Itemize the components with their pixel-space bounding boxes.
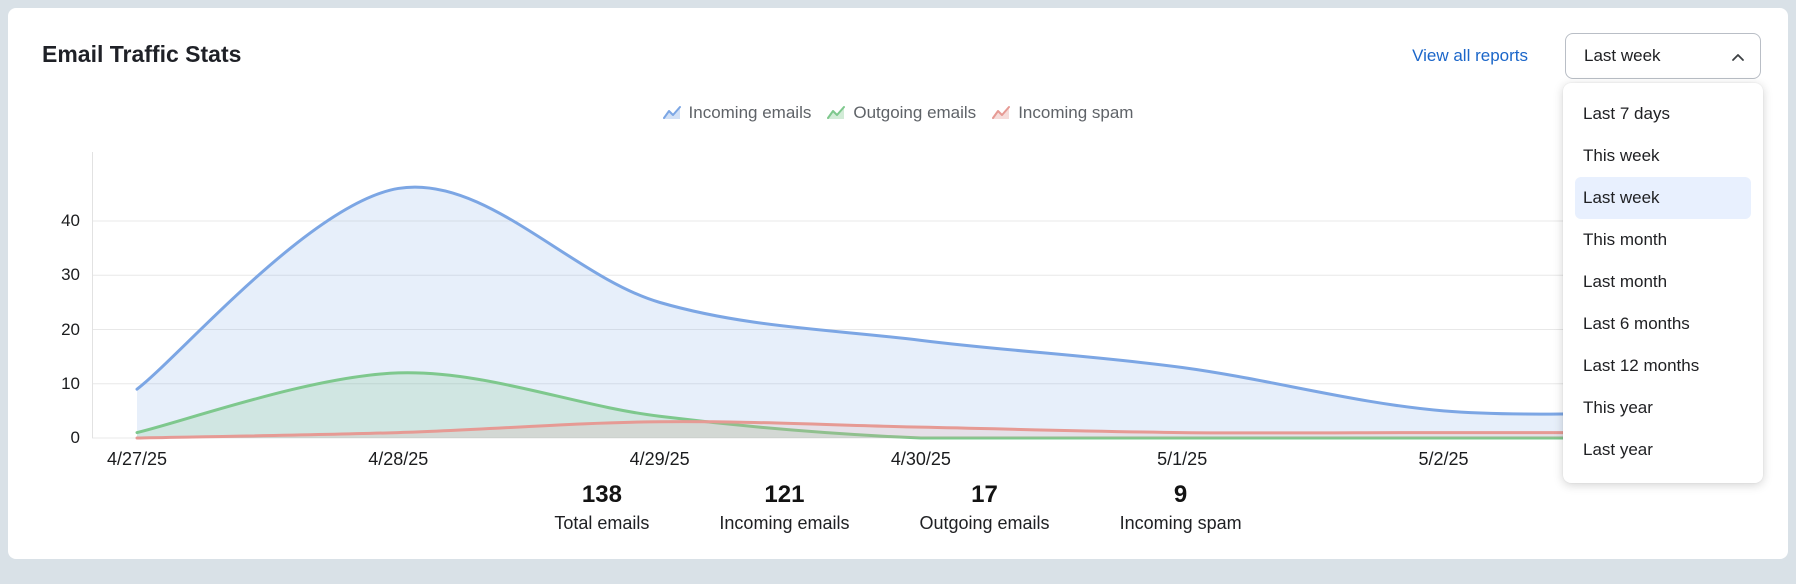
menu-item-selected[interactable]: Last week bbox=[1575, 177, 1751, 219]
legend-item-label: Outgoing emails bbox=[853, 103, 977, 122]
page-title: Email Traffic Stats bbox=[42, 41, 242, 67]
legend-item[interactable]: Incoming spam bbox=[992, 100, 1133, 126]
stat-block: 121 Incoming emails bbox=[719, 480, 849, 536]
stat-label: Total emails bbox=[554, 513, 650, 533]
menu-item-label: Last 7 days bbox=[1583, 104, 1670, 123]
menu-item-label: Last month bbox=[1583, 272, 1668, 291]
menu-item-label: Last 12 months bbox=[1583, 356, 1700, 375]
stat-value: 17 bbox=[971, 481, 998, 508]
stat-label: Incoming spam bbox=[1119, 513, 1242, 533]
x-axis-label: 4/29/25 bbox=[629, 449, 690, 469]
stat-value: 121 bbox=[764, 481, 805, 508]
stat-value: 138 bbox=[581, 481, 622, 508]
y-axis-tick: 40 bbox=[61, 211, 80, 230]
sparkline-icon bbox=[992, 106, 1011, 119]
menu-item[interactable]: Last 12 months bbox=[1563, 345, 1763, 387]
chart-area: 0 10 20 30 40 4/27/25 4/28/25 4/29/25 4/30/25 5/1… bbox=[8, 8, 1788, 559]
menu-item-label: This year bbox=[1583, 398, 1653, 417]
stat-block: 138 Total emails bbox=[554, 480, 649, 536]
stat-label: Incoming emails bbox=[719, 513, 850, 533]
menu-item[interactable]: Last month bbox=[1563, 261, 1763, 303]
y-axis-tick: 20 bbox=[61, 319, 80, 339]
menu-item-label: Last 6 months bbox=[1583, 314, 1690, 333]
series-incoming-spam-line bbox=[135, 420, 1707, 440]
period-select-button[interactable]: Last week bbox=[1565, 33, 1761, 79]
x-axis-label: 4/30/25 bbox=[890, 449, 951, 469]
chevron-up-icon bbox=[1730, 50, 1746, 71]
menu-item[interactable]: Last 7 days bbox=[1563, 93, 1763, 135]
legend-item[interactable]: Incoming emails bbox=[662, 100, 812, 126]
menu-item[interactable]: Last 6 months bbox=[1563, 303, 1763, 345]
x-axis-label: 4/27/25 bbox=[106, 449, 168, 469]
menu-item-label: This month bbox=[1583, 230, 1668, 249]
menu-item[interactable]: This year bbox=[1563, 387, 1763, 429]
series-incoming-emails-area bbox=[137, 187, 1705, 438]
x-axis-label: 5/1/25 bbox=[1157, 449, 1208, 469]
period-select-value: Last week bbox=[1584, 46, 1661, 65]
x-axis-label: 5/2/25 bbox=[1418, 449, 1469, 469]
series-outgoing-emails-line bbox=[135, 371, 1707, 440]
email-traffic-stats-card: Email Traffic Stats View all reports Las… bbox=[8, 8, 1788, 559]
y-axis-tick: 30 bbox=[61, 265, 80, 285]
stat-block: 17 Outgoing emails bbox=[919, 480, 1049, 536]
y-axis-tick: 10 bbox=[61, 373, 80, 393]
sparkline-icon bbox=[827, 106, 846, 119]
y-axis-tick: 0 bbox=[70, 428, 80, 447]
legend-item-label: Incoming emails bbox=[688, 103, 812, 122]
menu-item[interactable]: This week bbox=[1563, 135, 1763, 177]
view-all-reports-link[interactable]: View all reports bbox=[1412, 46, 1528, 65]
menu-item[interactable]: Last year bbox=[1563, 429, 1763, 471]
menu-item-label: Last week bbox=[1583, 188, 1660, 207]
stat-value: 9 bbox=[1173, 481, 1188, 508]
x-axis-label: 4/28/25 bbox=[368, 449, 429, 469]
menu-item-label: Last year bbox=[1583, 440, 1653, 459]
sparkline-icon bbox=[662, 106, 681, 119]
series-incoming-emails-line bbox=[135, 185, 1707, 416]
legend-item-label: Incoming spam bbox=[1018, 103, 1134, 122]
traffic-chart-svg bbox=[92, 152, 1762, 440]
menu-item-label: This week bbox=[1583, 146, 1660, 165]
summary-stats-row: 138 Total emails 121 Incoming emails 17 … bbox=[8, 480, 1788, 536]
legend-item[interactable]: Outgoing emails bbox=[827, 100, 976, 126]
menu-item[interactable]: This month bbox=[1563, 219, 1763, 261]
stat-label: Outgoing emails bbox=[919, 513, 1050, 533]
stat-block: 9 Incoming spam bbox=[1120, 480, 1242, 536]
series-outgoing-emails-area bbox=[137, 372, 1705, 438]
period-menu[interactable]: Last 7 days This week Last week This mon… bbox=[1563, 83, 1763, 483]
chart-legend: Incoming emails Outgoing emails Incoming… bbox=[8, 100, 1788, 126]
